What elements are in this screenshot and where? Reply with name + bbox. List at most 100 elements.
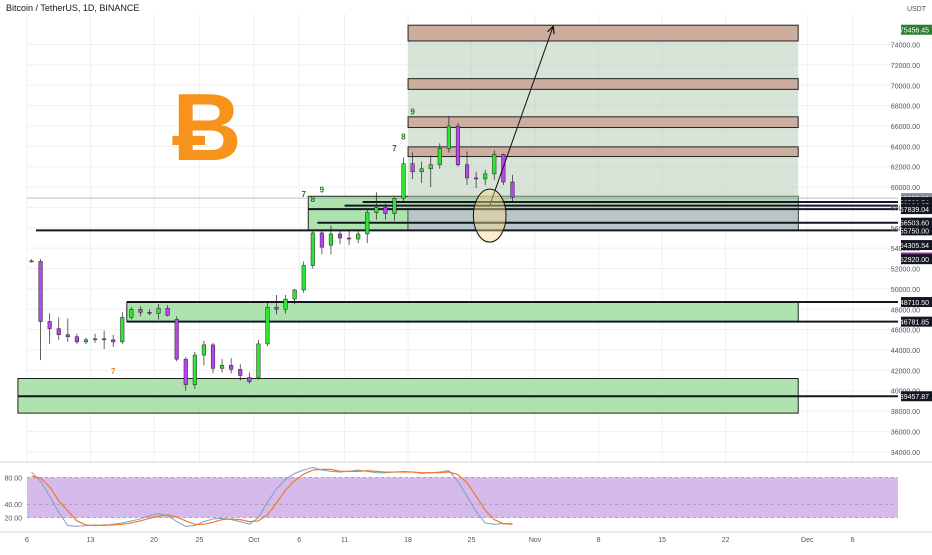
candle — [92, 333, 98, 343]
candle-body — [446, 125, 451, 149]
candle — [102, 330, 107, 349]
x-tick-label: 25 — [468, 537, 476, 544]
candle — [301, 261, 306, 293]
candle — [510, 174, 515, 202]
candle — [455, 122, 461, 167]
y-tick-label: 74000.00 — [891, 43, 920, 50]
candle-body — [138, 309, 143, 313]
candle-body — [319, 232, 324, 248]
zone-red — [407, 146, 799, 158]
chart-title: Bitcoin / TetherUS, 1D, BINANCE — [6, 3, 140, 13]
stoch-tick-label: 80.00 — [4, 475, 22, 482]
y-tick-label: 52000.00 — [891, 267, 920, 274]
price-label: 39457.87 — [900, 394, 929, 401]
candle-body — [483, 173, 488, 180]
candle-body — [165, 308, 170, 316]
candle-body — [328, 233, 333, 246]
candle-body — [428, 164, 433, 170]
candle-body — [474, 177, 479, 180]
candle — [65, 318, 70, 342]
candle-body — [201, 344, 206, 356]
x-tick-label: Oct — [248, 537, 259, 544]
candle-body — [383, 207, 388, 214]
candle — [220, 359, 225, 373]
candle — [38, 259, 43, 361]
candle — [74, 333, 79, 344]
bitcoin-glyph-icon: Ƀ — [172, 74, 241, 181]
candle-body — [120, 317, 125, 343]
candle — [401, 157, 406, 203]
y-tick-label: 34000.00 — [891, 450, 920, 457]
y-tick-label: 70000.00 — [891, 83, 920, 90]
highlight-circle — [472, 188, 507, 243]
y-tick-label: 42000.00 — [891, 368, 920, 375]
price-label-bg — [901, 254, 932, 265]
stoch-d-line — [31, 468, 513, 527]
y-tick-label: 60000.00 — [891, 185, 920, 192]
candle — [347, 230, 352, 246]
y-tick-label: 72000.00 — [891, 63, 920, 70]
candle — [383, 203, 388, 220]
price-label: 54305.54 — [900, 243, 929, 250]
candle — [83, 337, 89, 344]
price-label-bg — [901, 297, 932, 308]
candle — [410, 152, 415, 179]
signal-label: 7 — [392, 144, 397, 153]
candle — [446, 115, 451, 153]
candle — [201, 340, 206, 366]
price-label-bg — [901, 391, 932, 402]
price-label: 55750.00 — [900, 228, 929, 235]
candle-body — [156, 308, 161, 314]
candle — [29, 259, 34, 263]
candle — [147, 309, 152, 316]
signal-label: 8 — [311, 195, 316, 204]
y-tick-label: 46000.00 — [891, 328, 920, 335]
price-label-bg — [901, 316, 932, 327]
candle — [265, 302, 270, 346]
candle-body — [337, 233, 343, 239]
candle — [464, 151, 470, 186]
candle — [47, 313, 52, 344]
candle-body — [74, 336, 79, 343]
zone-red — [407, 78, 799, 90]
candle-body — [192, 354, 197, 385]
candle-body — [102, 338, 107, 341]
candle — [120, 312, 125, 344]
signal-label: 7 — [301, 190, 306, 199]
candle — [165, 305, 170, 317]
candle-body — [492, 154, 497, 175]
candle-body — [210, 344, 216, 369]
candle — [319, 230, 324, 255]
candle-body — [437, 148, 442, 165]
candle — [419, 161, 424, 184]
price-label-bg — [901, 204, 932, 215]
zone-red — [407, 116, 799, 129]
candle-body — [392, 198, 397, 214]
candle — [310, 229, 315, 269]
price-label: 46781.85 — [900, 320, 929, 327]
candle-body — [310, 232, 315, 266]
y-tick-label: 36000.00 — [891, 429, 920, 436]
candle — [138, 306, 143, 317]
y-tick-label: 62000.00 — [891, 165, 920, 172]
candle-body — [256, 343, 261, 378]
candle-body — [455, 125, 461, 165]
price-label: 48710.50 — [900, 300, 929, 307]
candle-body — [65, 334, 70, 338]
x-tick-label: Dec — [801, 537, 814, 544]
candle — [328, 225, 333, 255]
signal-label: 8 — [401, 133, 406, 142]
candle — [111, 334, 116, 347]
candle-body — [365, 212, 370, 235]
candle-body — [347, 237, 352, 240]
candle — [292, 288, 297, 305]
candle — [192, 352, 197, 389]
candle-body — [147, 312, 152, 314]
price-label-bg — [901, 225, 932, 236]
stoch-band — [27, 477, 898, 518]
candle-body — [92, 338, 98, 341]
stoch-tick-label: 20.00 — [4, 516, 22, 523]
candle-body — [111, 339, 116, 343]
